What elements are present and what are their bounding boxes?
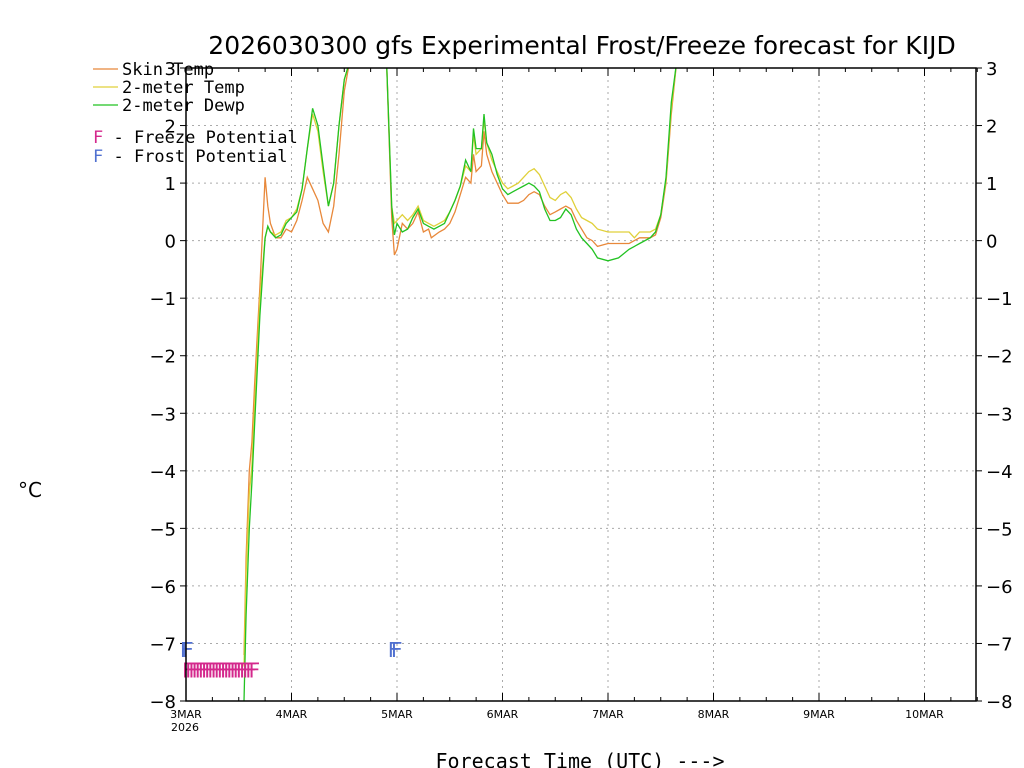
legend-entry: 2-meter Temp bbox=[122, 78, 245, 98]
freeze-potential-marker: F bbox=[214, 658, 226, 682]
freeze-potential-marker: F bbox=[192, 658, 204, 682]
grid-lines bbox=[186, 68, 976, 701]
frost-potential-marker: F bbox=[388, 638, 400, 662]
x-axis-label: Forecast Time (UTC) ---> bbox=[436, 749, 725, 768]
y-tick-label-right: −4 bbox=[986, 462, 1013, 483]
x-year-label: 2026 bbox=[171, 721, 199, 734]
freeze-potential-marker: F bbox=[239, 658, 251, 682]
freeze-potential-marker: F bbox=[249, 658, 261, 682]
series-line-2-meter-dewp bbox=[243, 68, 677, 701]
freeze-potential-marker: F bbox=[201, 658, 213, 682]
y-tick-label-left: −5 bbox=[149, 519, 176, 540]
y-tick-label-right: −1 bbox=[986, 289, 1013, 310]
x-tick-label: 6MAR bbox=[487, 708, 519, 721]
series-line-skin-temp bbox=[243, 68, 677, 656]
x-tick-label: 8MAR bbox=[698, 708, 730, 721]
x-tick-label: 10MAR bbox=[905, 708, 944, 721]
marker-legend-entry: F - Freeze Potential bbox=[93, 128, 298, 148]
freeze-potential-marker: F bbox=[230, 658, 242, 682]
y-tick-label-right: 1 bbox=[986, 174, 997, 195]
freeze-potential-marker: F bbox=[204, 658, 216, 682]
y-tick-label-right: −3 bbox=[986, 404, 1013, 425]
x-tick-label: 5MAR bbox=[381, 708, 413, 721]
y-axis-left-ticks: −8 −7 −6 −5 −4 −3 −2 −1 0 1 2 3 bbox=[149, 59, 186, 713]
freeze-potential-marker: F bbox=[245, 658, 257, 682]
chart-title: 2026030300 gfs Experimental Frost/Freeze… bbox=[208, 31, 955, 60]
freeze-potential-marker: F bbox=[207, 658, 219, 682]
y-tick-label-left: −6 bbox=[149, 577, 176, 598]
freeze-potential-marker: F bbox=[220, 658, 232, 682]
marker-legend-entry: F - Frost Potential bbox=[93, 147, 287, 167]
freeze-potential-marker: F bbox=[217, 658, 229, 682]
legend-entry: 2-meter Dewp bbox=[122, 96, 245, 116]
freeze-potential-marker: F bbox=[236, 658, 248, 682]
y-tick-label-left: −4 bbox=[149, 462, 176, 483]
freeze-potential-marker: F bbox=[211, 658, 223, 682]
freeze-potential-marker: F bbox=[198, 658, 210, 682]
y-tick-label-left: 0 bbox=[165, 232, 176, 253]
y-tick-label-left: −3 bbox=[149, 404, 176, 425]
freeze-potential-marker: F bbox=[223, 658, 235, 682]
y-tick-label-right: −2 bbox=[986, 347, 1013, 368]
frost-potential-marker: F bbox=[182, 638, 194, 662]
freeze-potential-marker: F bbox=[182, 658, 194, 682]
series-lines bbox=[243, 68, 677, 701]
y-tick-label-right: 3 bbox=[986, 59, 997, 80]
y-tick-label-left: −1 bbox=[149, 289, 176, 310]
y-tick-label-left: 1 bbox=[165, 174, 176, 195]
y-tick-label-left: 2 bbox=[165, 117, 176, 138]
y-tick-label-left: −2 bbox=[149, 347, 176, 368]
y-tick-label-right: −8 bbox=[986, 692, 1013, 713]
x-axis-ticks: 3MAR 4MAR 5MAR 6MAR 7MAR 8MAR 9MAR 10MAR bbox=[170, 68, 978, 721]
x-tick-label: 4MAR bbox=[276, 708, 308, 721]
freeze-potential-marker: F bbox=[185, 658, 197, 682]
freeze-potential-marker: F bbox=[226, 658, 238, 682]
series-line-2-meter-temp bbox=[243, 68, 677, 667]
freeze-potential-marker: F bbox=[195, 658, 207, 682]
freeze-potential-marker: F bbox=[233, 658, 245, 682]
y-tick-label-right: −5 bbox=[986, 519, 1013, 540]
y-tick-label-right: −6 bbox=[986, 577, 1013, 598]
frost-potential-marker: F bbox=[391, 638, 403, 662]
freeze-potential-marker: F bbox=[242, 658, 254, 682]
freeze-potential-marker: F bbox=[188, 658, 200, 682]
x-tick-label: 9MAR bbox=[803, 708, 835, 721]
y-axis-right-ticks: −8 −7 −6 −5 −4 −3 −2 −1 0 1 2 3 bbox=[976, 59, 1013, 713]
y-tick-label-left: −8 bbox=[149, 692, 176, 713]
x-tick-label: 7MAR bbox=[592, 708, 624, 721]
legend-entry: Skin Temp bbox=[122, 60, 214, 80]
x-tick-label: 3MAR bbox=[170, 708, 202, 721]
y-axis-label: °C bbox=[18, 478, 42, 502]
y-tick-label-left: −7 bbox=[149, 634, 176, 655]
y-tick-label-left: 3 bbox=[165, 59, 176, 80]
y-tick-label-right: 0 bbox=[986, 232, 997, 253]
y-tick-label-right: 2 bbox=[986, 117, 997, 138]
y-tick-label-right: −7 bbox=[986, 634, 1013, 655]
plot-frame bbox=[185, 67, 977, 702]
